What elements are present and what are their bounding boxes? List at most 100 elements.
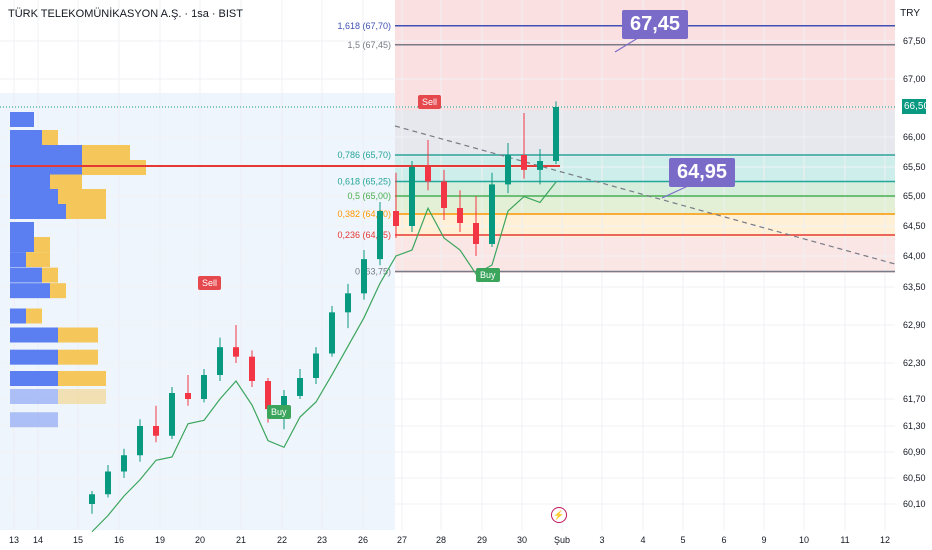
y-axis-tick: 64,00 [903,251,926,261]
x-axis-tick: 28 [436,535,446,545]
candle-body [313,353,319,378]
fib-zone-teal [395,157,895,181]
fib-level-label: 1,5 (67,45) [347,40,391,50]
volume-bar-yellow [58,349,98,365]
volume-bar-blue [10,389,58,404]
volume-bar-blue [10,308,26,324]
volume-bar-blue [10,174,50,190]
fib-level-label: 0,5 (65,00) [347,191,391,201]
candle-body [153,426,159,436]
candle-body [345,293,351,313]
x-axis-tick: 20 [195,535,205,545]
volume-bar-blue [10,112,34,127]
x-axis-tick: 9 [761,535,766,545]
candle-body [425,167,431,182]
volume-bar-blue [10,237,34,252]
x-axis-tick: 29 [477,535,487,545]
x-axis-tick: 13 [9,535,19,545]
candle-body [457,208,463,223]
candle-body [105,471,111,495]
candle-body [537,161,543,170]
candle-body [473,223,479,244]
volume-bar-blue [10,222,34,237]
y-axis-tick: 60,90 [903,447,926,457]
candle-body [441,181,447,208]
candle-body [265,381,271,410]
volume-bar-blue [10,130,42,145]
volume-bar-yellow [34,237,50,252]
x-axis-tick: 4 [640,535,645,545]
x-axis-tick: 12 [880,535,890,545]
candle-body [521,155,527,170]
sell-signal: Sell [198,276,222,290]
volume-bar-blue [10,349,58,365]
fib-zone-red [395,237,895,273]
volume-bar-yellow [58,389,106,404]
y-axis-tick: 65,50 [903,162,926,172]
x-axis-tick: 27 [397,535,407,545]
x-axis-tick: 14 [33,535,43,545]
x-axis-tick: 11 [840,535,849,545]
volume-bar-yellow [42,267,58,283]
x-axis-tick: 16 [114,535,124,545]
y-axis-tick: 61,70 [903,394,926,404]
y-axis-tick: 60,10 [903,499,926,509]
y-axis-tick: 61,30 [903,421,926,431]
volume-bar-yellow [58,327,98,343]
chart-header: TÜRK TELEKOMÜNİKASYON A.Ş. · 1sa · BIST [8,8,243,20]
x-axis-tick: 30 [517,535,527,545]
y-axis-tick: 63,50 [903,282,926,292]
volume-bar-yellow [50,283,66,299]
volume-bar-blue [10,327,58,343]
volume-bar-yellow [26,252,50,268]
volume-bar-yellow [66,204,106,219]
volume-bar-yellow [50,174,82,190]
volume-bar-blue [10,267,42,283]
candle-body [201,375,207,399]
x-axis-tick: 21 [236,535,246,545]
trend-line [394,125,896,265]
volume-bar-blue [10,283,50,299]
target-high-callout[interactable]: 67,45 [622,10,689,39]
candle-body [505,155,511,185]
candle-body [489,184,495,244]
candle-body [553,107,559,161]
candle-body [121,455,127,472]
y-axis-tick: 65,00 [903,191,926,201]
lightning-icon[interactable]: ⚡ [551,507,567,523]
volume-bar-blue [10,371,58,386]
interval-label[interactable]: 1sa [191,8,209,20]
candle-body [169,393,175,436]
volume-bar-yellow [42,130,58,145]
y-axis-tick: 62,90 [903,320,926,330]
x-axis-tick: 19 [155,535,165,545]
candle-body [361,259,367,294]
fib-level-label: 0 (63,75) [355,267,391,277]
symbol-name[interactable]: TÜRK TELEKOMÜNİKASYON A.Ş. [8,8,182,20]
volume-bar-yellow [58,189,106,204]
y-axis-tick: 66,00 [903,132,926,142]
candle-body [409,167,415,226]
x-axis-tick: 6 [721,535,726,545]
candle-body [137,426,143,456]
volume-bar-blue [10,252,26,268]
fib-zone-gray [395,110,895,157]
volume-bar-blue [10,160,82,175]
x-axis-tick: 22 [277,535,287,545]
callout-pointer [614,37,639,53]
fib-level-label: 0,786 (65,70) [337,150,391,160]
buy-signal: Buy [476,268,500,282]
sell-signal: Sell [418,95,442,109]
volume-bar-blue [10,189,58,204]
y-axis-tick: 60,50 [903,473,926,483]
volume-bar-yellow [58,371,106,386]
x-axis-tick: 15 [73,535,83,545]
fib-level-label: 1,618 (67,70) [337,21,391,31]
volume-bar-blue [10,412,58,428]
target-mid-callout[interactable]: 64,95 [669,158,736,187]
volume-bar-blue [10,204,66,219]
y-axis-tick: 62,30 [903,358,926,368]
candle-body [217,347,223,375]
x-axis-tick: 10 [799,535,809,545]
